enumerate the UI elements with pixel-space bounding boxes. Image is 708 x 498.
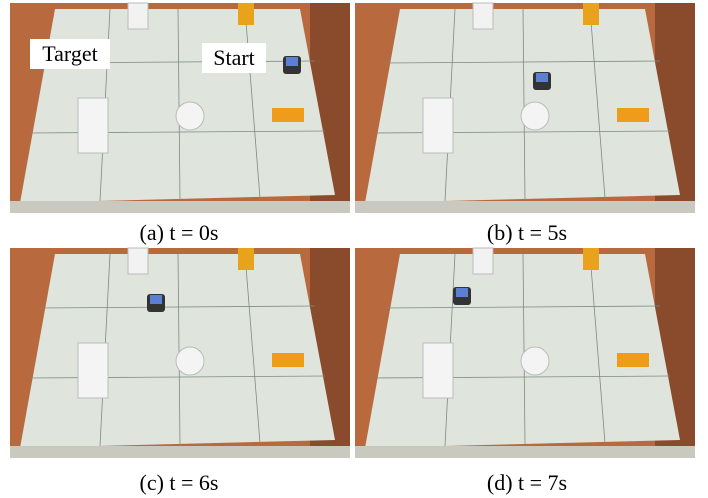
caption: (b) t = 5s: [487, 220, 567, 245]
photo-panel: [355, 3, 695, 213]
caption: (d) t = 7s: [487, 470, 567, 495]
photo-panel: Target Start: [10, 3, 350, 213]
white-box: [423, 98, 453, 153]
floor-edge: [10, 446, 350, 458]
figure: Target Start (a) t = 0s (b) t = 5s (c) t = 6…: [0, 0, 708, 498]
orange-block: [272, 353, 304, 367]
orange-block: [583, 248, 599, 270]
orange-block: [583, 3, 599, 25]
white-box: [78, 343, 108, 398]
white-box: [78, 98, 108, 153]
white-box: [128, 248, 148, 274]
floor: [20, 254, 335, 448]
floor: [20, 9, 335, 203]
floor-edge: [10, 201, 350, 213]
scene-label: Target: [42, 41, 97, 66]
round-object: [176, 347, 204, 375]
floor-edge: [355, 446, 695, 458]
orange-block: [238, 3, 254, 25]
floor-edge: [355, 201, 695, 213]
round-object: [176, 102, 204, 130]
robot-top: [286, 57, 298, 66]
round-object: [521, 102, 549, 130]
round-object: [521, 347, 549, 375]
orange-block: [272, 108, 304, 122]
white-box: [128, 3, 148, 29]
photo-panel: [10, 248, 350, 458]
robot-top: [536, 73, 548, 82]
white-box: [423, 343, 453, 398]
robot-top: [456, 288, 468, 297]
scene-label: Start: [213, 45, 255, 70]
white-box: [473, 3, 493, 29]
orange-block: [617, 108, 649, 122]
floor: [365, 9, 680, 203]
orange-block: [238, 248, 254, 270]
robot-top: [150, 295, 162, 304]
photo-panel: [355, 248, 695, 458]
caption: (c) t = 6s: [140, 470, 219, 495]
floor: [365, 254, 680, 448]
orange-block: [617, 353, 649, 367]
white-box: [473, 248, 493, 274]
caption: (a) t = 0s: [140, 220, 219, 245]
